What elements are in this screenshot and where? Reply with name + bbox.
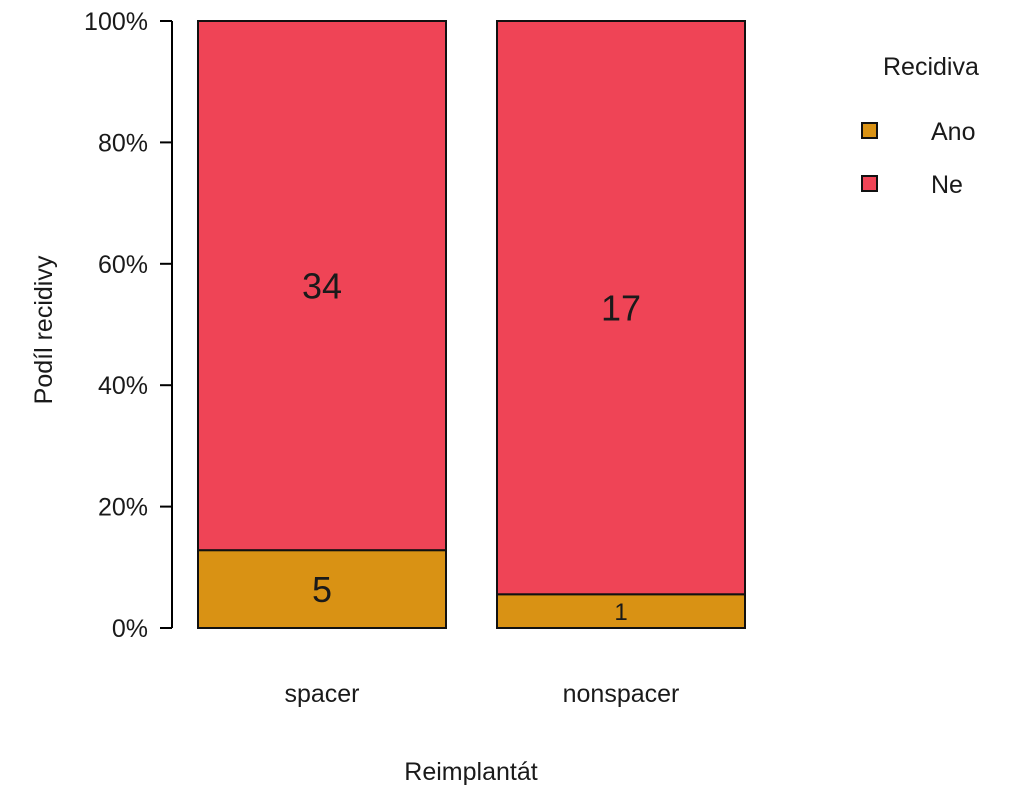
x-tick-label: spacer [284, 680, 359, 708]
legend: Recidiva Ano Ne [861, 53, 979, 199]
bars: 5 34 1 17 [197, 20, 746, 630]
bar-segment-ano-nonspacer [496, 593, 746, 629]
data-label: 5 [312, 569, 332, 610]
x-axis-categories: spacer nonspacer [284, 680, 679, 708]
legend-swatch-ne [861, 175, 878, 192]
x-tick-label: nonspacer [563, 680, 680, 708]
legend-title: Recidiva [883, 53, 979, 81]
y-tick-label: 60% [98, 251, 148, 279]
y-tick-label: 80% [98, 129, 148, 157]
y-tick-label: 0% [112, 615, 148, 643]
bar-segment-ano-spacer [197, 549, 447, 630]
data-label: 17 [601, 288, 641, 329]
y-tick-label: 100% [84, 8, 148, 36]
y-tick-label: 40% [98, 372, 148, 400]
x-axis-title: Reimplantát [404, 758, 537, 786]
y-axis: 0% 20% 40% 60% 80% 100% [84, 8, 173, 643]
legend-swatch-ano [861, 122, 878, 139]
y-tick-label: 20% [98, 494, 148, 522]
data-label: 1 [614, 599, 627, 626]
legend-label-ano: Ano [931, 118, 975, 146]
data-label: 34 [302, 266, 342, 307]
y-axis-title: Podíl recidivy [30, 255, 58, 404]
legend-label-ne: Ne [931, 171, 963, 199]
bar-segment-ne-spacer [197, 20, 447, 552]
bar-segment-ne-nonspacer [496, 20, 746, 596]
